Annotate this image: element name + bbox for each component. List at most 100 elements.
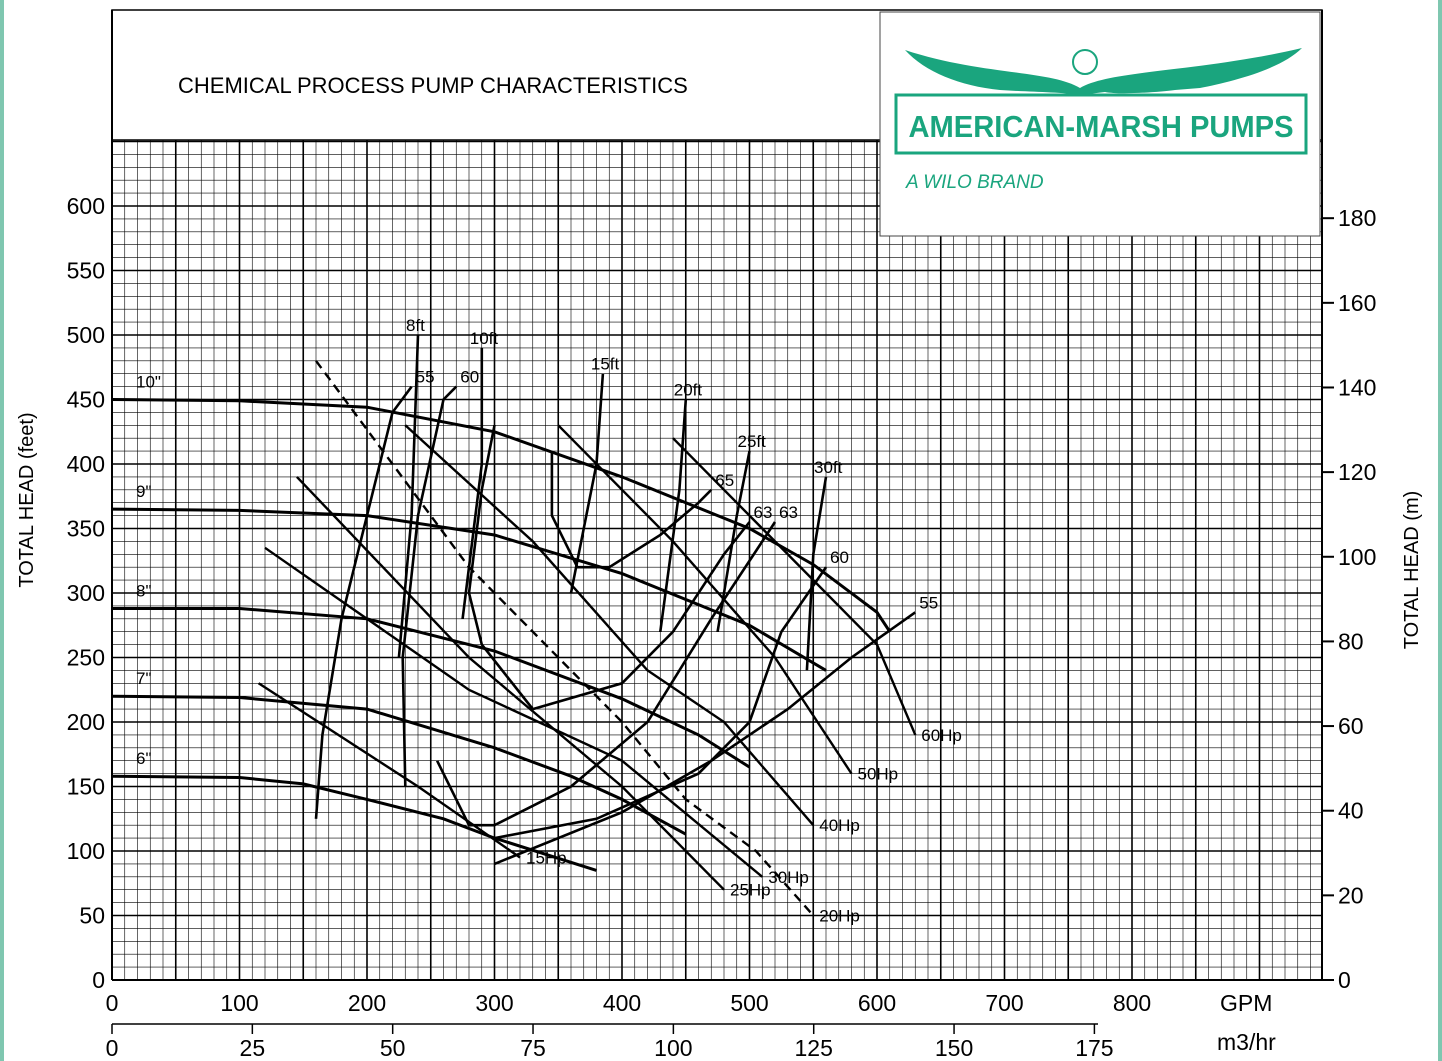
horsepower-label: 20Hp — [819, 907, 860, 926]
y2-tick-label: 100 — [1338, 544, 1376, 570]
y2-tick-label: 120 — [1338, 459, 1376, 485]
horsepower-label: 50Hp — [858, 765, 899, 784]
horsepower-label: 60Hp — [921, 726, 962, 745]
horsepower-label: 15Hp — [526, 848, 567, 867]
y-tick-label: 150 — [67, 774, 105, 800]
npshr-label: 8ft — [406, 316, 425, 335]
brand-logo: AMERICAN-MARSH PUMPS A WILO BRAND — [879, 11, 1321, 237]
y-tick-label: 300 — [67, 580, 105, 606]
npshr-curve — [397, 334, 420, 658]
x2-tick-label: 100 — [654, 1035, 692, 1061]
efficiency-label: 55 — [416, 368, 435, 387]
x2-tick-label: 0 — [106, 1035, 119, 1061]
x-tick-label: 500 — [730, 990, 768, 1016]
major-grid — [111, 140, 1322, 981]
y-tick-label: 450 — [67, 387, 105, 413]
y-tick-label: 350 — [67, 516, 105, 542]
y2-tick-label: 160 — [1338, 290, 1376, 316]
npshr-curve — [659, 399, 688, 632]
npshr-label: 25ft — [738, 432, 767, 451]
eagle-wings-icon — [905, 48, 1302, 95]
x2-axis-title: m3/hr — [1217, 1029, 1276, 1055]
x-tick-label: 200 — [348, 990, 386, 1016]
x2-tick-label: 175 — [1075, 1035, 1113, 1061]
y2-tick-label: 40 — [1338, 798, 1364, 824]
horsepower-curve — [296, 476, 725, 891]
x-tick-label: 400 — [603, 990, 641, 1016]
eagle-head-icon — [1072, 49, 1098, 75]
efficiency-curve — [401, 385, 458, 787]
y-tick-label: 50 — [79, 903, 105, 929]
impeller-curve — [111, 398, 892, 633]
y-axis-title: TOTAL HEAD (feet) — [16, 412, 38, 587]
x-tick-label: 800 — [1113, 990, 1151, 1016]
brand-name: AMERICAN-MARSH PUMPS — [909, 109, 1294, 144]
x2-tick-label: 75 — [520, 1035, 546, 1061]
x2-tick-label: 150 — [935, 1035, 973, 1061]
npshr-curve — [716, 450, 751, 632]
efficiency-curve — [550, 451, 713, 569]
impeller-label: 9" — [136, 482, 152, 501]
x-axis-title: GPM — [1220, 990, 1272, 1016]
efficiency-label: 63 — [779, 503, 798, 522]
x2-tick-labels: 0 25 50 75 100 125 150 175 — [106, 1024, 1114, 1061]
efficiency-curve — [494, 611, 917, 866]
impeller-label: 7" — [136, 669, 152, 688]
horsepower-curve — [315, 360, 815, 917]
efficiency-label: 65 — [715, 471, 734, 490]
npshr-curve — [805, 476, 828, 671]
minor-grid — [112, 140, 1322, 980]
y2-tick-label: 80 — [1338, 628, 1364, 654]
x2-tick-label: 25 — [240, 1035, 266, 1061]
efficiency-label: 60 — [460, 368, 479, 387]
efficiency-curve — [494, 566, 828, 840]
y-tick-label: 250 — [67, 645, 105, 671]
horsepower-curve — [404, 424, 815, 826]
efficiency-curve — [314, 385, 413, 819]
npshr-label: 10ft — [470, 329, 499, 348]
horsepower-label: 40Hp — [819, 816, 860, 835]
npshr-label: 15ft — [591, 355, 620, 374]
horsepower-label: 25Hp — [730, 881, 771, 900]
y2-tick-label: 60 — [1338, 713, 1364, 739]
horsepower-label: 30Hp — [768, 868, 809, 887]
x-tick-label: 700 — [985, 990, 1023, 1016]
y-tick-label: 400 — [67, 451, 105, 477]
npshr-label: 20ft — [674, 381, 703, 400]
curve-labels: 10" 9" 8" 7" 6" 55 55 60 60 63 63 65 8ft 10ft 15ft 20ft… — [136, 316, 962, 926]
y2-tick-label: 180 — [1338, 205, 1376, 231]
horsepower-curve — [257, 682, 521, 859]
x-tick-label: 300 — [475, 990, 513, 1016]
y-tick-label: 500 — [67, 322, 105, 348]
y2-tick-label: 20 — [1338, 882, 1364, 908]
x-tick-labels: 0 100 200 300 400 500 600 700 800 — [106, 990, 1152, 1016]
impeller-curve — [112, 607, 751, 769]
efficiency-label: 55 — [919, 593, 938, 612]
x2-tick-label: 50 — [380, 1035, 406, 1061]
y2-tick-labels: 0 20 40 60 80 100 120 140 160 180 — [1322, 205, 1376, 993]
y-tick-labels: 0 50 100 150 200 250 300 350 400 450 500 550 600 — [67, 193, 105, 993]
y-tick-label: 550 — [67, 258, 105, 284]
impeller-label: 10" — [136, 373, 161, 392]
npshr-label: 30ft — [814, 458, 843, 477]
horsepower-curve — [264, 546, 764, 878]
x-tick-label: 600 — [858, 990, 896, 1016]
logo-name-box — [894, 93, 1308, 155]
chart-title: CHEMICAL PROCESS PUMP CHARACTERISTICS — [178, 73, 688, 98]
impeller-label: 8" — [136, 581, 152, 600]
efficiency-label: 63 — [754, 503, 773, 522]
horsepower-curve — [672, 437, 917, 736]
y2-tick-label: 0 — [1338, 967, 1351, 993]
brand-tagline: A WILO BRAND — [905, 172, 1044, 193]
impeller-curve — [111, 694, 687, 836]
x-tick-label: 100 — [220, 990, 258, 1016]
y2-tick-label: 140 — [1338, 374, 1376, 400]
y-tick-label: 0 — [92, 967, 105, 993]
y-tick-label: 600 — [67, 193, 105, 219]
x-tick-label: 0 — [106, 990, 119, 1016]
efficiency-label: 60 — [830, 548, 849, 567]
impeller-curve — [111, 507, 827, 672]
y-tick-label: 100 — [67, 838, 105, 864]
